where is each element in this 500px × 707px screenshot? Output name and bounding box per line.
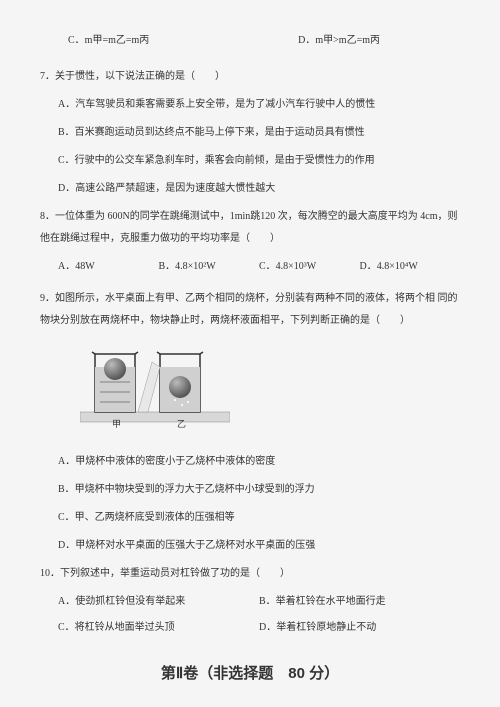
- question-8: 8．一位体重为 600N的同学在跳绳测试中，1min跳120 次，每次腾空的最大…: [40, 206, 460, 278]
- prev-option-d: D．m甲>m乙=m丙: [298, 30, 380, 52]
- q10-option-c: C．将杠铃从地面举过头顶: [58, 617, 259, 639]
- q7-option-a: A．汽车驾驶员和乘客需要系上安全带，是为了减小汽车行驶中人的惯性: [58, 94, 460, 116]
- beaker-diagram: 甲 乙: [80, 342, 460, 441]
- q7-option-c: C．行驶中的公交车紧急刹车时，乘客会向前倾，是由于受惯性力的作用: [58, 150, 460, 172]
- q8-stem: 8．一位体重为 600N的同学在跳绳测试中，1min跳120 次，每次腾空的最大…: [40, 206, 460, 250]
- question-7: 7．关于惯性，以下说法正确的是（ ） A．汽车驾驶员和乘客需要系上安全带，是为了…: [40, 66, 460, 200]
- q10-option-d: D．举着杠铃原地静止不动: [259, 617, 460, 639]
- question-10: 10．下列叙述中，举重运动员对杠铃做了功的是（ ） A．使劲抓杠铃但没有举起来 …: [40, 563, 460, 639]
- q8-option-b: B．4.8×10²W: [159, 256, 260, 278]
- q9-option-b: B．甲烧杯中物块受到的浮力大于乙烧杯中小球受到的浮力: [58, 479, 460, 501]
- question-9: 9．如图所示，水平桌面上有甲、乙两个相同的烧杯，分别装有两种不同的液体，将两个相…: [40, 288, 460, 557]
- beaker-label-1: 甲: [112, 419, 121, 429]
- section-2-title: 第Ⅱ卷（非选择题 80 分）: [40, 657, 460, 690]
- q7-option-b: B．百米赛跑运动员到达终点不能马上停下来，是由于运动员具有惯性: [58, 122, 460, 144]
- q10-option-b: B．举着杠铃在水平地面行走: [259, 591, 460, 613]
- q7-option-d: D．高速公路严禁超速，是因为速度越大惯性越大: [58, 178, 460, 200]
- q8-option-a: A．48W: [58, 256, 159, 278]
- q9-option-a: A．甲烧杯中液体的密度小于乙烧杯中液体的密度: [58, 451, 460, 473]
- q10-stem: 10．下列叙述中，举重运动员对杠铃做了功的是（ ）: [40, 563, 460, 585]
- prev-option-c: C．m甲=m乙=m丙: [68, 30, 149, 52]
- q10-option-a: A．使劲抓杠铃但没有举起来: [58, 591, 259, 613]
- q8-option-d: D．4.8×10⁴W: [360, 256, 461, 278]
- q9-stem: 9．如图所示，水平桌面上有甲、乙两个相同的烧杯，分别装有两种不同的液体，将两个相…: [40, 288, 460, 332]
- q9-option-d: D．甲烧杯对水平桌面的压强大于乙烧杯对水平桌面的压强: [58, 535, 460, 557]
- q8-option-c: C．4.8×10³W: [259, 256, 360, 278]
- beaker-label-2: 乙: [177, 419, 186, 429]
- q9-option-c: C．甲、乙两烧杯底受到液体的压强相等: [58, 507, 460, 529]
- q7-stem: 7．关于惯性，以下说法正确的是（ ）: [40, 66, 460, 88]
